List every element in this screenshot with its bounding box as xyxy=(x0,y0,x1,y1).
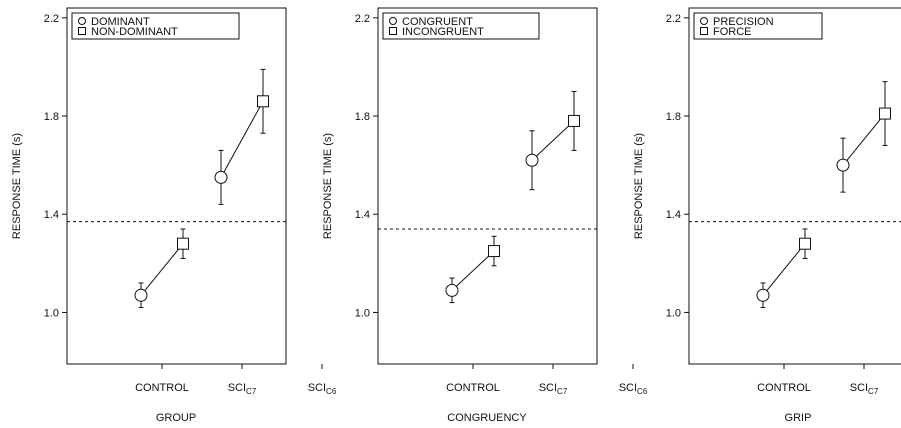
legend-label: FORCE xyxy=(713,26,752,38)
data-point-square xyxy=(799,237,811,250)
legend-marker-circle xyxy=(389,17,397,25)
legend-box xyxy=(693,12,823,40)
y-axis-label: RESPONSE TIME (s) xyxy=(633,133,645,239)
y-tick-label: 1.0 xyxy=(666,307,681,319)
y-tick-label: 1.0 xyxy=(355,307,370,319)
legend-marker-square xyxy=(78,27,86,35)
data-point-square xyxy=(257,95,269,108)
legend-marker-circle xyxy=(700,17,708,25)
series-connector xyxy=(762,243,806,296)
y-tick-label: 1.8 xyxy=(666,111,681,123)
x-tick-label: SCIC6 xyxy=(308,382,337,396)
x-axis-label: GROUP xyxy=(156,412,196,424)
x-tick-label-subscript: C7 xyxy=(868,387,879,396)
legend-label: CONGRUENT xyxy=(402,16,473,28)
x-tick-label: SCIC6 xyxy=(619,382,648,396)
x-tick-label: SCIC7 xyxy=(539,382,568,396)
legend-marker-circle xyxy=(78,17,86,25)
legend-label: DOMINANT xyxy=(91,16,150,28)
series-connector xyxy=(842,113,886,166)
y-tick-label: 1.4 xyxy=(666,209,681,221)
chart-panel-3: 1.0 1.4 1.8 2.2 RESPONSE TIME (s) GRIP CONTROL… xyxy=(633,7,901,424)
x-tick-label-subscript: C7 xyxy=(246,387,257,396)
plot-area xyxy=(378,90,660,304)
y-tick-label: 1.8 xyxy=(44,111,59,123)
x-tick-label-subscript: C6 xyxy=(637,387,648,396)
x-tick-label-subscript: C6 xyxy=(326,387,337,396)
x-tick-label: CONTROL xyxy=(446,382,500,394)
x-tick-label-main: CONTROL xyxy=(135,382,189,394)
x-tick-label-main: CONTROL xyxy=(757,382,811,394)
plot-frame xyxy=(377,7,598,365)
data-point-square xyxy=(338,182,349,193)
series-connector xyxy=(140,243,184,296)
x-tick-label-main: SCI xyxy=(228,382,246,394)
data-point-circle xyxy=(606,191,618,203)
legend-box xyxy=(71,12,240,40)
x-tick-label: SCIC7 xyxy=(850,382,879,396)
data-point-square xyxy=(488,245,500,258)
data-point-circle xyxy=(756,288,770,302)
legend-marker-square xyxy=(389,27,397,35)
data-point-square xyxy=(649,120,660,131)
legend-marker-square xyxy=(700,27,708,35)
data-point-circle xyxy=(445,283,459,297)
x-axis-label: GRIP xyxy=(785,412,812,424)
x-tick-label-main: SCI xyxy=(308,382,326,394)
plot-area xyxy=(689,81,901,309)
y-tick-label: 1.0 xyxy=(44,307,59,319)
x-axis-label: CONGRUENCY xyxy=(447,412,527,424)
x-tick-label: CONTROL xyxy=(757,382,811,394)
series-connector xyxy=(531,120,575,161)
series-connector xyxy=(220,101,264,178)
x-tick-label: CONTROL xyxy=(135,382,189,394)
legend-box xyxy=(382,12,540,40)
y-tick-label: 2.2 xyxy=(666,13,681,25)
chart-panel-1: 1.0 1.4 1.8 2.2 RESPONSE TIME (s) GROUP CONTRO… xyxy=(11,7,349,424)
plot-frame xyxy=(688,7,901,365)
legend-label: INCONGRUENT xyxy=(402,26,484,38)
data-point-circle xyxy=(836,158,850,172)
x-tick-label-main: CONTROL xyxy=(446,382,500,394)
data-point-circle xyxy=(134,288,148,302)
y-tick-label: 1.8 xyxy=(355,111,370,123)
x-tick-label-main: SCI xyxy=(619,382,637,394)
chart-panel-2: 1.0 1.4 1.8 2.2 RESPONSE TIME (s) CONGRUENCY C… xyxy=(322,7,660,424)
y-tick-label: 1.4 xyxy=(355,209,370,221)
data-point-circle xyxy=(214,170,228,184)
x-tick-label-main: SCI xyxy=(850,382,868,394)
series-connector xyxy=(451,250,495,291)
data-point-square xyxy=(568,114,580,127)
data-point-square xyxy=(177,237,189,250)
plot-area xyxy=(67,68,349,309)
legend-label: NON-DOMINANT xyxy=(91,26,178,38)
y-tick-label: 2.2 xyxy=(44,13,59,25)
y-axis-label: RESPONSE TIME (s) xyxy=(11,133,23,239)
legend-label: PRECISION xyxy=(713,16,774,28)
plot-frame xyxy=(66,7,287,365)
data-point-circle xyxy=(295,132,307,144)
y-tick-label: 2.2 xyxy=(355,13,370,25)
data-point-circle xyxy=(525,153,539,167)
y-axis-label: RESPONSE TIME (s) xyxy=(322,133,334,239)
x-tick-label: SCIC7 xyxy=(228,382,257,396)
x-tick-label-main: SCI xyxy=(539,382,557,394)
data-point-square xyxy=(879,107,891,120)
y-tick-label: 1.4 xyxy=(44,209,59,221)
x-tick-label-subscript: C7 xyxy=(557,387,568,396)
